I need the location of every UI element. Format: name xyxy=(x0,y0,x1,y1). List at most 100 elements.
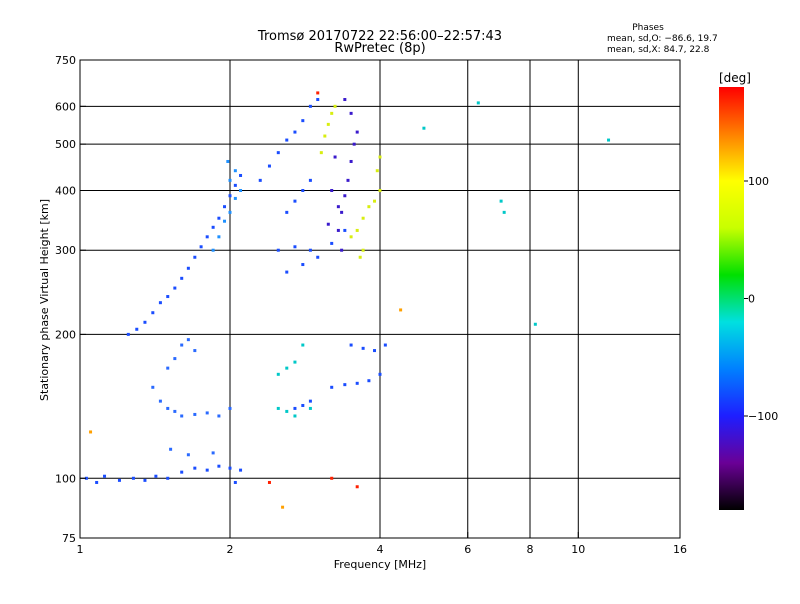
data-point xyxy=(330,476,334,480)
x-tick-label: 16 xyxy=(673,543,687,556)
data-point xyxy=(211,451,215,455)
data-point xyxy=(346,178,350,182)
data-point xyxy=(217,216,221,220)
data-point xyxy=(158,301,162,305)
chart-title: Tromsø 20170722 22:56:00–22:57:43 xyxy=(257,29,502,44)
data-point xyxy=(330,385,334,389)
data-point xyxy=(199,245,203,249)
data-point xyxy=(205,468,209,472)
data-point xyxy=(217,464,221,468)
data-point xyxy=(343,194,347,198)
data-point xyxy=(378,372,382,376)
data-point xyxy=(169,447,173,451)
data-point xyxy=(323,134,327,138)
data-point xyxy=(373,349,377,353)
data-point xyxy=(84,476,88,480)
data-point xyxy=(330,241,334,245)
x-tick-label: 1 xyxy=(77,543,84,556)
x-axis-ticks: 1 2 4 6 8 10 16 xyxy=(77,532,687,556)
data-point xyxy=(355,228,359,232)
data-point xyxy=(217,414,221,418)
data-point xyxy=(281,505,285,509)
data-point xyxy=(193,412,197,416)
data-point xyxy=(228,466,232,470)
data-point xyxy=(336,228,340,232)
data-point xyxy=(193,255,197,259)
data-point xyxy=(285,210,289,214)
data-point xyxy=(151,311,155,315)
data-point xyxy=(166,366,170,370)
data-point xyxy=(343,228,347,232)
data-point xyxy=(223,205,227,209)
data-point xyxy=(502,210,506,214)
data-point xyxy=(193,466,197,470)
data-point xyxy=(211,225,215,229)
y-axis-label: Stationary phase Virtual Height [km] xyxy=(38,199,51,401)
data-point xyxy=(233,169,237,173)
data-point xyxy=(154,474,158,478)
data-point xyxy=(316,98,320,102)
data-point xyxy=(383,343,387,347)
data-point xyxy=(378,188,382,192)
data-point xyxy=(228,406,232,410)
colorbar xyxy=(719,87,744,510)
data-point xyxy=(166,406,170,410)
data-point xyxy=(330,188,334,192)
x-axis-label: Frequency [MHz] xyxy=(334,558,426,571)
data-point xyxy=(228,194,232,198)
data-point xyxy=(267,164,271,168)
y-tick-label: 75 xyxy=(62,532,76,545)
data-point xyxy=(180,470,184,474)
legend-title: Phases xyxy=(632,23,664,33)
data-point xyxy=(173,286,177,290)
x-tick-label: 10 xyxy=(571,543,585,556)
data-point xyxy=(180,276,184,280)
data-point xyxy=(166,476,170,480)
data-point xyxy=(205,411,209,415)
data-point xyxy=(173,357,177,361)
x-tick-label: 6 xyxy=(464,543,471,556)
colorbar-tick-label: 100 xyxy=(748,175,769,188)
data-point xyxy=(143,478,147,482)
y-tick-label: 100 xyxy=(55,472,76,485)
data-point xyxy=(228,210,232,214)
data-point xyxy=(276,372,280,376)
y-tick-label: 500 xyxy=(55,138,76,151)
colorbar-tick-label: −100 xyxy=(748,410,778,423)
data-point xyxy=(355,485,359,489)
data-point xyxy=(117,478,121,482)
chart-subtitle: RwPretec (8p) xyxy=(334,41,425,56)
data-point xyxy=(285,409,289,413)
data-point xyxy=(223,219,227,223)
data-point xyxy=(186,338,190,342)
data-point xyxy=(349,343,353,347)
data-point xyxy=(158,399,162,403)
data-point xyxy=(143,320,147,324)
data-point xyxy=(258,178,262,182)
data-point xyxy=(308,178,312,182)
colorbar-ticks: 100 0 −100 xyxy=(744,175,778,423)
colorbar-tick-label: 0 xyxy=(748,293,755,306)
y-tick-label: 750 xyxy=(55,54,76,67)
data-point xyxy=(293,130,297,134)
data-point xyxy=(217,235,221,239)
data-point xyxy=(193,349,197,353)
data-point xyxy=(476,101,480,105)
legend-line-o: mean, sd,O: −86.6, 19.7 xyxy=(607,34,718,44)
data-point xyxy=(333,155,337,159)
data-point xyxy=(343,98,347,102)
x-tick-label: 4 xyxy=(377,543,384,556)
data-point xyxy=(533,322,537,326)
data-point xyxy=(233,183,237,187)
colorbar-label: [deg] xyxy=(719,71,751,85)
data-point xyxy=(285,366,289,370)
data-point xyxy=(166,295,170,299)
data-point xyxy=(233,480,237,484)
data-point xyxy=(126,332,130,336)
data-point xyxy=(301,403,305,407)
data-point xyxy=(135,327,139,331)
data-point xyxy=(316,91,320,95)
data-point xyxy=(226,159,230,163)
data-point xyxy=(285,138,289,142)
